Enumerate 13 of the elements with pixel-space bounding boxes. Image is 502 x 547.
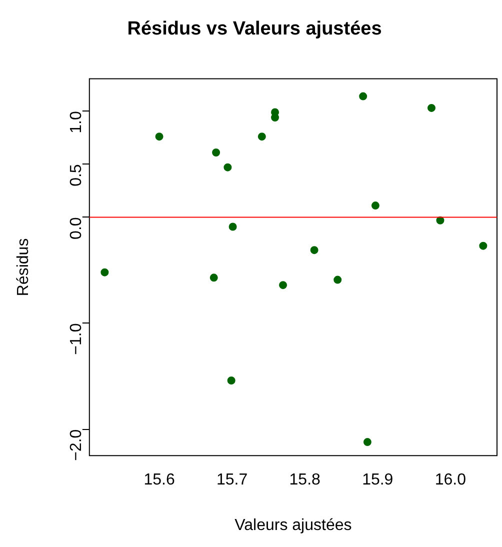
y-tick-label: 0.5 [68, 164, 85, 186]
x-tick-label: 16.0 [434, 472, 466, 489]
x-tick-label: 15.8 [289, 472, 321, 489]
x-tick-label: 15.7 [216, 472, 248, 489]
chart-title: Résidus vs Valeurs ajustées [127, 18, 382, 40]
y-tick-label: −2.0 [68, 429, 85, 461]
y-tick-label: 0.0 [68, 217, 85, 240]
y-tick-label: 1.0 [68, 111, 85, 134]
x-tick-label: 15.6 [144, 472, 175, 489]
x-axis-title: Valeurs ajustées [234, 516, 352, 534]
y-tick-label: −1.0 [68, 323, 85, 355]
x-tick-label: 15.9 [362, 472, 394, 489]
y-axis-title: Résidus [15, 238, 32, 296]
